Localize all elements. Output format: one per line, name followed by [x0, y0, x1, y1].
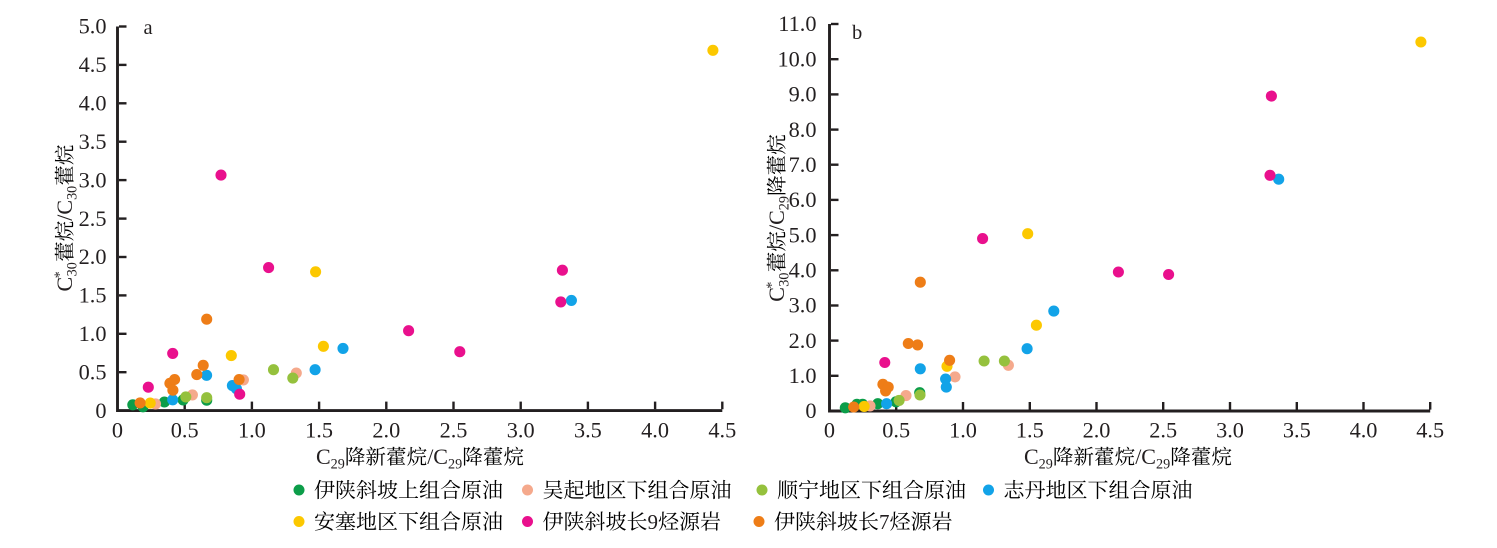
svg-text:7: 7 — [879, 510, 890, 534]
svg-text:4.5: 4.5 — [708, 417, 736, 442]
svg-text:5.0: 5.0 — [789, 222, 817, 247]
svg-text:0: 0 — [824, 417, 835, 442]
svg-text:4.0: 4.0 — [1350, 417, 1378, 442]
svg-text:2.0: 2.0 — [1083, 417, 1111, 442]
svg-text:*: * — [764, 282, 780, 289]
svg-text:0: 0 — [112, 417, 123, 442]
svg-text:9.0: 9.0 — [789, 82, 817, 107]
svg-text:0.5: 0.5 — [79, 359, 107, 384]
svg-text:3.0: 3.0 — [1216, 417, 1244, 442]
svg-text:29: 29 — [1156, 457, 1170, 473]
svg-text:1.5: 1.5 — [1016, 417, 1044, 442]
svg-text:3.5: 3.5 — [79, 129, 107, 154]
svg-text:1.5: 1.5 — [79, 283, 107, 308]
svg-text:/C: /C — [427, 444, 448, 469]
svg-text:4.5: 4.5 — [1416, 417, 1444, 442]
svg-text:4.5: 4.5 — [79, 52, 107, 77]
svg-text:30: 30 — [65, 262, 81, 276]
svg-text:0: 0 — [805, 398, 816, 423]
svg-text:C: C — [316, 444, 331, 469]
svg-text:C: C — [1024, 444, 1039, 469]
svg-text:1.0: 1.0 — [949, 417, 977, 442]
svg-text:1.5: 1.5 — [305, 417, 333, 442]
svg-text:29: 29 — [448, 457, 462, 473]
svg-text:2.5: 2.5 — [79, 206, 107, 231]
svg-text:/C: /C — [764, 210, 789, 231]
svg-text:3.5: 3.5 — [574, 417, 602, 442]
svg-text:4.0: 4.0 — [641, 417, 669, 442]
svg-text:0.5: 0.5 — [882, 417, 910, 442]
svg-text:2.0: 2.0 — [372, 417, 400, 442]
svg-text:C: C — [52, 277, 77, 292]
svg-text:1.0: 1.0 — [79, 321, 107, 346]
svg-text:/C: /C — [1135, 444, 1156, 469]
svg-text:29: 29 — [1039, 457, 1053, 473]
svg-text:3.5: 3.5 — [1283, 417, 1311, 442]
svg-text:9: 9 — [648, 510, 659, 534]
svg-text:0.5: 0.5 — [171, 417, 199, 442]
svg-text:1.0: 1.0 — [789, 363, 817, 388]
svg-text:1.0: 1.0 — [238, 417, 266, 442]
svg-text:30: 30 — [777, 273, 793, 287]
svg-text:4.0: 4.0 — [79, 91, 107, 116]
svg-text:3.0: 3.0 — [789, 293, 817, 318]
svg-text:11.0: 11.0 — [778, 11, 816, 36]
svg-text:30: 30 — [65, 186, 81, 200]
svg-text:29: 29 — [777, 196, 793, 210]
svg-text:8.0: 8.0 — [789, 117, 817, 142]
svg-text:0: 0 — [95, 398, 106, 423]
svg-text:6.0: 6.0 — [789, 187, 817, 212]
svg-text:2.5: 2.5 — [440, 417, 468, 442]
svg-text:a: a — [144, 17, 153, 39]
svg-text:2.0: 2.0 — [789, 328, 817, 353]
svg-text:2.0: 2.0 — [79, 244, 107, 269]
svg-text:*: * — [52, 271, 68, 278]
svg-text:4.0: 4.0 — [789, 258, 817, 283]
svg-text:2.5: 2.5 — [1149, 417, 1177, 442]
svg-text:3.0: 3.0 — [507, 417, 535, 442]
svg-text:29: 29 — [331, 457, 345, 473]
svg-text:b: b — [852, 22, 862, 44]
svg-text:10.0: 10.0 — [777, 46, 816, 71]
svg-text:/C: /C — [52, 200, 77, 221]
svg-text:7.0: 7.0 — [789, 152, 817, 177]
svg-text:C: C — [764, 287, 789, 302]
svg-text:3.0: 3.0 — [79, 167, 107, 192]
svg-text:5.0: 5.0 — [79, 14, 107, 39]
